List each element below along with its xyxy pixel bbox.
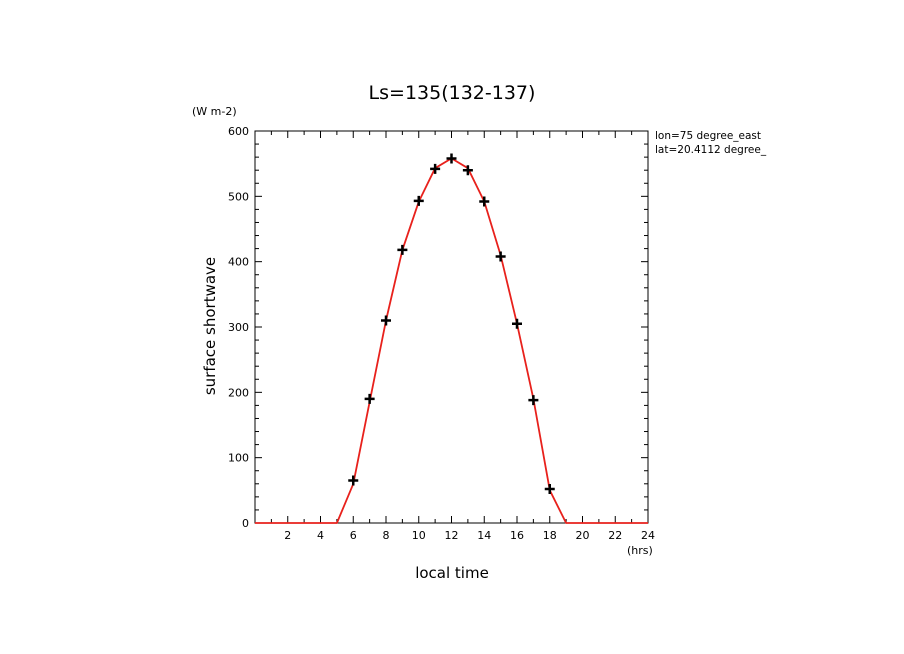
x-unit-label: (hrs) <box>627 544 653 557</box>
y-tick-label: 0 <box>242 517 249 530</box>
data-point-marker <box>479 196 490 207</box>
y-tick-label: 500 <box>228 190 249 203</box>
y-tick-label: 300 <box>228 321 249 334</box>
data-point-marker <box>348 475 359 486</box>
x-tick-label: 24 <box>641 529 655 542</box>
y-tick-label: 200 <box>228 386 249 399</box>
y-tick-label: 100 <box>228 452 249 465</box>
x-tick-label: 2 <box>284 529 291 542</box>
x-tick-label: 8 <box>383 529 390 542</box>
y-tick-label: 400 <box>228 256 249 269</box>
data-point-marker <box>446 153 457 164</box>
data-point-marker <box>413 195 424 206</box>
data-point-marker <box>462 165 473 176</box>
x-tick-label: 18 <box>543 529 557 542</box>
y-tick-label: 600 <box>228 125 249 138</box>
x-tick-label: 22 <box>608 529 622 542</box>
data-point-marker <box>364 393 375 404</box>
x-tick-label: 6 <box>350 529 357 542</box>
y-axis-label: surface shortwave <box>201 257 219 395</box>
x-axis-label: local time <box>415 564 489 582</box>
x-tick-label: 10 <box>412 529 426 542</box>
annotation-lat: lat=20.4112 degree_ <box>655 144 767 156</box>
plot-frame <box>254 130 649 524</box>
series-line <box>255 157 648 524</box>
data-point-marker <box>512 318 522 329</box>
x-tick-label: 12 <box>445 529 459 542</box>
x-tick-label: 14 <box>477 529 491 542</box>
x-tick-label: 20 <box>576 529 590 542</box>
data-point-marker <box>381 315 391 326</box>
data-point-marker <box>397 244 408 255</box>
chart-title: Ls=135(132-137) <box>369 82 536 104</box>
data-point-marker <box>430 163 441 174</box>
data-point-marker <box>495 251 506 262</box>
y-unit-label: (W m-2) <box>192 105 237 118</box>
x-tick-label: 4 <box>317 529 324 542</box>
data-point-marker <box>544 484 555 495</box>
data-point-marker <box>528 395 539 406</box>
annotation-lon: lon=75 degree_east <box>655 130 761 142</box>
x-tick-label: 16 <box>510 529 524 542</box>
